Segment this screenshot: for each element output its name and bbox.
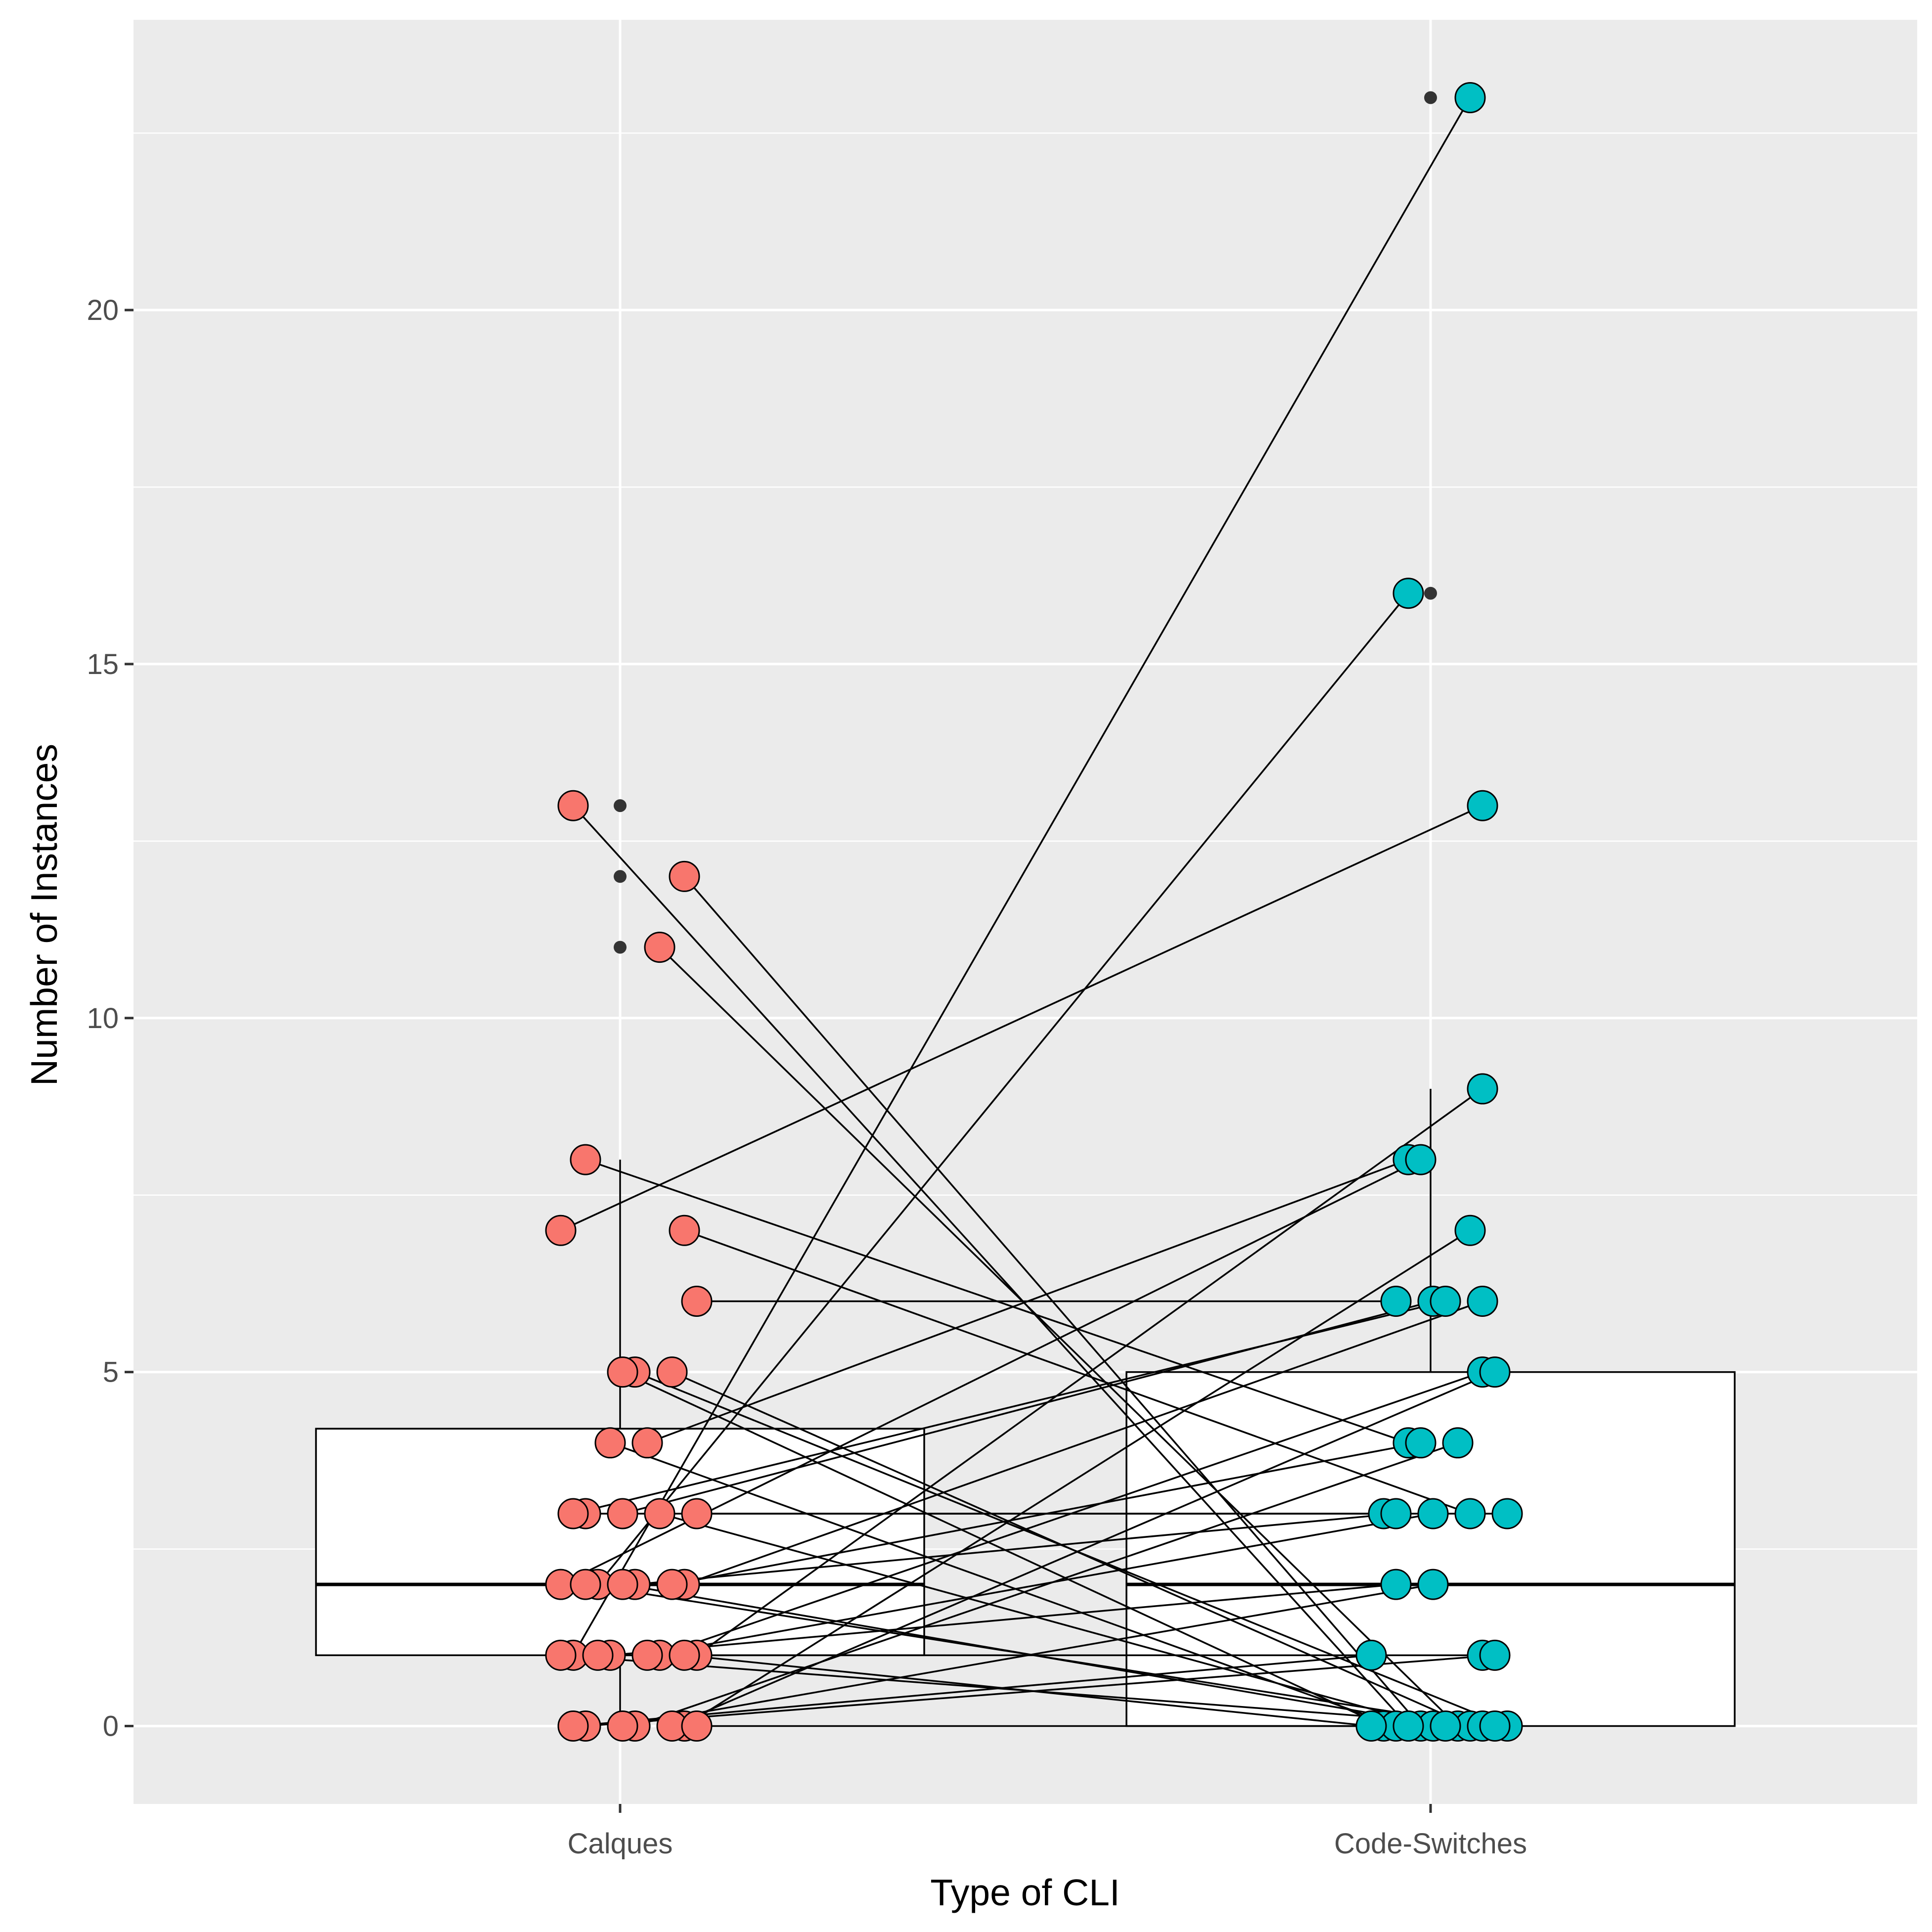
code-switches-point (1479, 1710, 1511, 1742)
code-switches-point (1380, 1569, 1412, 1600)
outlier-point (614, 941, 627, 954)
code-switches-point (1467, 1073, 1498, 1105)
code-switches-point (1405, 1427, 1437, 1459)
pair-line (684, 1300, 1483, 1585)
calques-point (644, 932, 675, 963)
calques-point (669, 860, 700, 892)
pair-line (647, 1513, 1434, 1657)
calques-point (607, 1498, 638, 1529)
outlier-point (1424, 91, 1437, 104)
pair-line (572, 97, 1471, 1656)
x-tick-label-calques: Calques (568, 1828, 673, 1860)
code-switches-point (1405, 1144, 1437, 1175)
calques-point (681, 1710, 713, 1742)
code-switches-point (1430, 1285, 1461, 1317)
pair-line (672, 1442, 1421, 1585)
pair-line (696, 1088, 1483, 1656)
code-switches-point (1442, 1427, 1474, 1459)
y-tick-label: 0 (103, 1710, 119, 1743)
outlier-point (614, 799, 627, 812)
y-tick-label: 15 (87, 648, 119, 680)
code-switches-point (1393, 1710, 1424, 1742)
y-axis-title: Number of Instances (23, 744, 65, 1086)
code-switches-point (1454, 82, 1486, 113)
pair-line (659, 946, 1459, 1727)
calques-point (656, 1356, 688, 1388)
calques-point (681, 1498, 713, 1529)
pair-line (572, 805, 1409, 1727)
code-switches-point (1454, 1214, 1486, 1246)
x-axis: Calques Code-Switches (568, 1804, 1527, 1860)
calques-point (607, 1710, 638, 1742)
calques-point (557, 1498, 589, 1529)
calques-point (669, 1214, 700, 1246)
x-axis-title: Type of CLI (930, 1872, 1120, 1913)
pair-line (634, 1513, 1396, 1585)
code-switches-point (1393, 578, 1424, 609)
calques-point (631, 1639, 663, 1671)
code-switches-point (1467, 1285, 1498, 1317)
calques-point (631, 1427, 663, 1459)
calques-point (557, 1710, 589, 1742)
code-switches-point (1479, 1356, 1511, 1388)
code-switches-point (1430, 1710, 1461, 1742)
pair-line (622, 1583, 1434, 1727)
calques-point (594, 1427, 626, 1459)
data-points (545, 82, 1523, 1742)
box (315, 1428, 925, 1657)
code-switches-point (1355, 1710, 1387, 1742)
calques-point (656, 1569, 688, 1600)
calques-point (545, 1639, 577, 1671)
pair-line (659, 1371, 1483, 1656)
code-switches-point (1454, 1498, 1486, 1529)
code-switches-point (1467, 790, 1498, 821)
y-axis: 0 5 10 15 20 (87, 294, 134, 1743)
code-switches-point (1380, 1285, 1412, 1317)
calques-point (557, 790, 589, 821)
code-switches-point (1491, 1498, 1523, 1529)
code-switches-point (1479, 1639, 1511, 1671)
pair-line (684, 1229, 1471, 1727)
pair-line (647, 1159, 1409, 1444)
calques-point (570, 1569, 601, 1600)
calques-point (607, 1569, 638, 1600)
pair-line (684, 1654, 1372, 1727)
pair-line (622, 1371, 1384, 1727)
code-switches-point (1417, 1569, 1449, 1600)
code-switches-point (1417, 1498, 1449, 1529)
y-tick-label: 20 (87, 294, 119, 326)
calques-point (607, 1356, 638, 1388)
x-tick-label-code-switches: Code-Switches (1334, 1828, 1527, 1860)
pair-line (585, 1654, 1495, 1727)
code-switches-point (1380, 1498, 1412, 1529)
pair-line (684, 1229, 1471, 1515)
calques-point (545, 1214, 577, 1246)
pair-line (672, 1371, 1495, 1727)
outliers (614, 91, 1437, 954)
pair-line (634, 1442, 1458, 1727)
outlier-point (1424, 586, 1437, 600)
y-tick-label: 5 (103, 1356, 119, 1389)
calques-point (644, 1498, 675, 1529)
code-switches-point (1355, 1639, 1387, 1671)
pair-line (573, 1300, 1446, 1515)
pair-line (659, 1513, 1434, 1727)
pair-line (610, 1583, 1396, 1657)
box (1125, 1371, 1736, 1727)
pair-line (560, 805, 1483, 1231)
calques-point (570, 1144, 601, 1175)
pair-line (597, 592, 1409, 1585)
calques-point (681, 1285, 713, 1317)
y-tick-label: 10 (87, 1002, 119, 1034)
calques-point (669, 1639, 700, 1671)
outlier-point (614, 870, 627, 883)
calques-point (582, 1639, 614, 1671)
